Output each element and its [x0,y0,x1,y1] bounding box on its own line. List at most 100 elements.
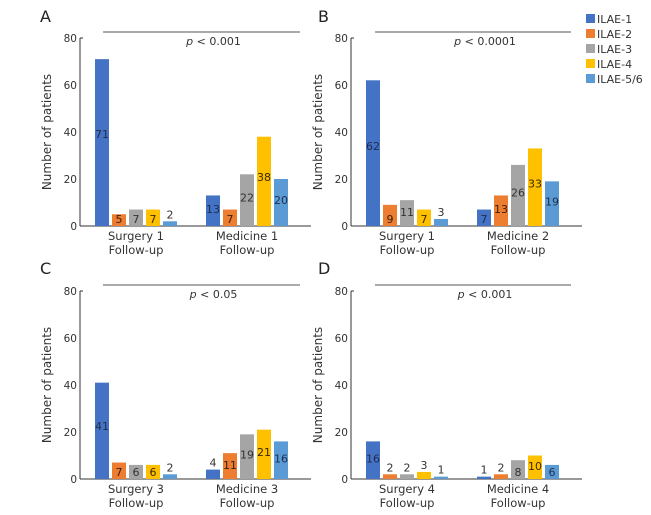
bar-ilae-2-surgery [383,474,397,479]
data-label: 1 [438,464,445,477]
x-category-label: Surgery 1 [379,229,435,243]
p-value-annotation: p < 0.001 [457,288,513,301]
y-tick-label: 80 [335,286,348,298]
bar-ilae-2-medicine [494,474,508,479]
data-label: 19 [240,448,254,461]
y-tick-label: 0 [70,221,77,233]
y-axis-label: Number of patients [311,74,325,190]
y-tick-label: 60 [64,80,77,92]
bar-ilae-1-surgery [366,441,380,479]
y-tick-label: 0 [70,474,77,486]
x-category-sublabel: Follow-up [109,243,164,257]
data-label: 3 [421,459,428,472]
data-label: 7 [150,213,157,226]
data-label: 9 [387,213,394,226]
legend-swatch [586,59,595,68]
bar-ilae-4-medicine [257,136,271,226]
data-label: 19 [545,195,559,208]
p-value-annotation: p < 0.05 [189,288,238,301]
legend: ILAE-1 ILAE-2 ILAE-3 ILAE-4 ILAE-5/6 [586,13,643,86]
y-tick-label: 20 [64,174,77,186]
legend-label: ILAE-4 [597,58,632,71]
data-label: 2 [167,461,174,474]
bar-ilae-1-surgery [366,80,380,226]
legend-swatch [586,14,595,23]
bar-ilae-4-surgery [417,209,431,226]
x-category-label: Medicine 1 [216,229,278,243]
data-label: 10 [528,460,542,473]
bar-ilae-1-medicine [477,476,491,479]
bar-ilae-1-medicine [206,195,220,226]
y-tick-label: 80 [64,286,77,298]
data-label: 2 [167,208,174,221]
data-label: 41 [95,420,109,433]
data-label: 38 [257,171,271,184]
y-tick-label: 20 [335,174,348,186]
p-value-annotation: p < 0.001 [185,35,241,48]
x-category-sublabel: Follow-up [380,243,435,257]
bar-ilae-4-surgery [146,209,160,226]
bar-ilae-1-surgery [95,59,109,227]
y-axis-label: Number of patients [40,74,54,190]
data-label: 6 [133,466,140,479]
y-axis-label: Number of patients [40,327,54,443]
y-tick-label: 0 [341,474,348,486]
legend-item: ILAE-2 [586,28,632,41]
data-label: 11 [400,206,414,219]
y-tick-label: 80 [335,33,348,45]
y-tick-label: 60 [64,333,77,345]
panel-b: B 0 20 40 60 80 Number of patients p < 0.0001 62… [311,7,582,257]
data-label: 4 [210,457,217,470]
bar-ilae-5-6-medicine [274,441,288,479]
data-label: 13 [206,203,220,216]
data-label: 71 [95,128,109,141]
data-label: 16 [366,452,380,465]
x-category-sublabel: Follow-up [380,496,435,510]
x-category-label: Surgery 3 [108,482,164,496]
data-label: 2 [498,461,505,474]
bar-ilae-5-6-surgery [163,221,177,226]
x-category-sublabel: Follow-up [491,496,546,510]
bar-ilae-2-surgery [383,204,397,226]
x-category-sublabel: Follow-up [220,243,275,257]
data-label: 3 [438,206,445,219]
data-label: 11 [223,459,237,472]
panel-letter: D [318,259,330,278]
data-label: 16 [274,452,288,465]
y-tick-label: 20 [64,427,77,439]
x-category-label: Medicine 2 [487,229,549,243]
bar-ilae-2-surgery [112,462,126,479]
x-category-label: Medicine 4 [487,482,549,496]
bar-ilae-4-medicine [257,429,271,479]
bar-ilae-3-medicine [240,434,254,479]
x-category-label: Medicine 3 [216,482,278,496]
data-label: 7 [421,213,428,226]
y-tick-label: 60 [335,80,348,92]
data-label: 7 [116,466,123,479]
data-label: 7 [481,213,488,226]
bar-ilae-2-surgery [112,214,126,226]
legend-item: ILAE-3 [586,43,632,56]
data-label: 21 [257,446,271,459]
y-tick-label: 40 [335,380,348,392]
panel-a: A 0 20 40 60 80 Number of patients p < 0.001 71 5… [40,7,311,257]
x-category-sublabel: Follow-up [220,496,275,510]
bar-ilae-5-6-medicine [545,464,559,479]
panel-letter: B [318,7,329,26]
legend-label: ILAE-2 [597,28,632,41]
legend-swatch [586,29,595,38]
bar-ilae-5-6-surgery [434,218,448,226]
bar-ilae-3-surgery [129,464,143,479]
y-axis-label: Number of patients [311,327,325,443]
data-label: 6 [549,466,556,479]
bar-ilae-2-medicine [223,453,237,479]
data-label: 13 [494,203,508,216]
bar-ilae-3-surgery [400,474,414,479]
bar-ilae-4-surgery [146,464,160,479]
bar-ilae-3-medicine [511,460,525,479]
bar-ilae-2-medicine [223,209,237,226]
data-label: 7 [227,213,234,226]
data-label: 7 [133,213,140,226]
legend-swatch [586,74,595,83]
